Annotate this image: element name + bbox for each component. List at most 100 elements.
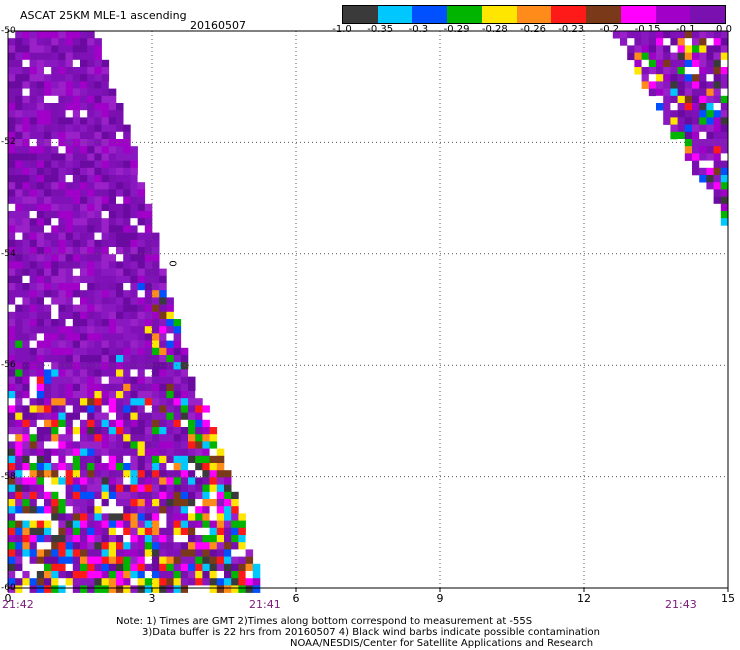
swath-cell	[66, 182, 74, 190]
swath-cell	[94, 197, 102, 205]
swath-cell	[663, 89, 671, 97]
swath-cell	[174, 413, 182, 421]
swath-cell	[37, 197, 45, 205]
swath-cell	[73, 290, 81, 298]
swath-cell	[15, 463, 23, 471]
x-tick-label: 3	[149, 592, 156, 605]
swath-cell	[22, 319, 30, 327]
swath-cell	[224, 485, 232, 493]
swath-cell	[123, 297, 131, 305]
swath-cell	[685, 89, 693, 97]
swath-cell	[116, 405, 124, 413]
swath-cell	[663, 67, 671, 75]
swath-cell	[44, 74, 52, 82]
swath-cell	[152, 470, 160, 478]
swath-cell	[670, 74, 678, 82]
swath-cell	[80, 269, 88, 277]
swath-cell	[87, 53, 95, 61]
swath-cell	[181, 571, 189, 579]
swath-cell	[152, 326, 160, 334]
swath-cell	[51, 31, 59, 39]
swath-cell	[94, 499, 102, 507]
swath-cell	[109, 218, 117, 226]
swath-cell	[94, 117, 102, 125]
swath-cell	[37, 456, 45, 464]
swath-cell	[80, 53, 88, 61]
swath-cell	[87, 369, 95, 377]
swath-cell	[678, 74, 686, 82]
swath-cell	[699, 31, 707, 39]
swath-cell	[44, 233, 52, 241]
swath-cell	[138, 326, 146, 334]
swath-cell	[8, 225, 16, 233]
swath-cell	[94, 125, 102, 133]
swath-cell	[8, 312, 16, 320]
swath-cell	[116, 470, 124, 478]
swath-cell	[152, 506, 160, 514]
swath-cell	[116, 139, 124, 147]
swath-cell	[44, 31, 52, 39]
swath-cell	[202, 521, 210, 529]
swath-cell	[94, 449, 102, 457]
swath-cell	[116, 204, 124, 212]
swath-cell	[174, 427, 182, 435]
swath-cell	[73, 117, 81, 125]
swath-cell	[181, 542, 189, 550]
swath-cell	[145, 492, 153, 500]
swath-cell	[94, 348, 102, 356]
swath-cell	[699, 81, 707, 89]
swath-cell	[73, 305, 81, 313]
swath-cell	[692, 60, 700, 68]
x-tick-label: 15	[721, 592, 735, 605]
swath-cell	[30, 578, 37, 586]
swath-cell	[714, 153, 722, 161]
swath-cell	[109, 405, 117, 413]
swath-cell	[87, 398, 95, 406]
swath-cell	[87, 254, 95, 262]
swath-cell	[166, 585, 174, 593]
swath-cell	[30, 420, 37, 428]
swath-cell	[123, 175, 131, 183]
swath-cell	[123, 153, 131, 161]
swath-cell	[87, 297, 95, 305]
swath-cell	[138, 290, 146, 298]
swath-cell	[692, 103, 700, 111]
swath-cell	[102, 362, 110, 370]
swath-cell	[210, 427, 218, 435]
swath-cell	[138, 362, 146, 370]
swath-cell	[66, 369, 74, 377]
swath-cell	[116, 132, 124, 140]
swath-cell	[66, 53, 74, 61]
swath-cell	[138, 189, 146, 197]
swath-cell	[102, 189, 110, 197]
swath-cell	[721, 110, 729, 118]
swath-cell	[620, 38, 628, 46]
swath-cell	[116, 528, 124, 536]
swath-cell	[51, 528, 59, 536]
swath-cell	[87, 391, 95, 399]
swath-cell	[159, 276, 167, 284]
swath-cell	[73, 333, 81, 341]
swath-cell	[66, 506, 74, 514]
swath-cell	[51, 240, 59, 248]
swath-cell	[66, 434, 74, 442]
swath-cell	[130, 225, 138, 233]
swath-cell	[66, 348, 74, 356]
swath-cell	[181, 434, 189, 442]
swath-cell	[80, 60, 88, 68]
swath-cell	[37, 225, 45, 233]
swath-cell	[138, 355, 146, 363]
swath-cell	[22, 67, 30, 75]
swath-cell	[152, 355, 160, 363]
swath-cell	[30, 333, 37, 341]
swath-cell	[87, 204, 95, 212]
swath-cell	[80, 456, 88, 464]
swath-cell	[51, 499, 59, 507]
swath-cell	[138, 384, 146, 392]
swath-cell	[73, 492, 81, 500]
swath-cell	[51, 333, 59, 341]
swath-cell	[8, 96, 16, 104]
swath-cell	[80, 38, 88, 46]
swath-cell	[58, 463, 66, 471]
swath-cell	[66, 355, 74, 363]
